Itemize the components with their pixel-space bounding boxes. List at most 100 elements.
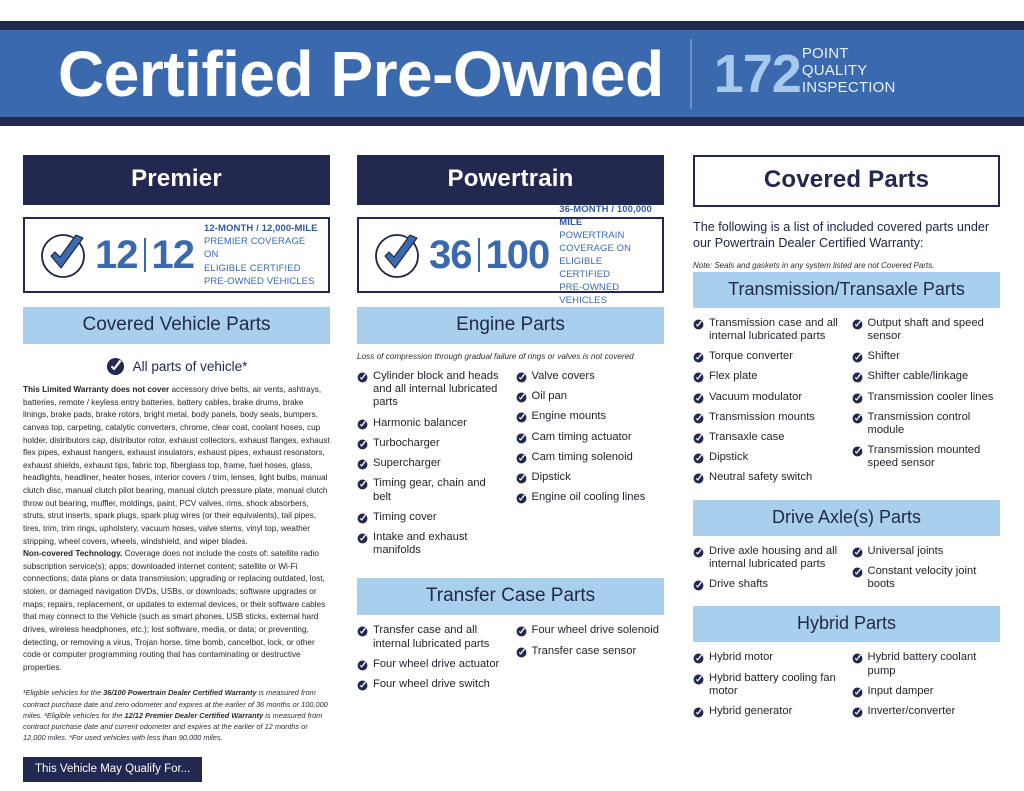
list-item: Output shaft and speed sensor — [852, 317, 1001, 343]
list-item: Intake and exhaust manifolds — [357, 531, 506, 557]
list-item: Dipstick — [693, 451, 842, 464]
page-title: Certified Pre-Owned — [58, 37, 664, 110]
list-item: Supercharger — [357, 457, 506, 470]
hybrid-left-column: Hybrid motor Hybrid battery cooling fan m… — [693, 651, 842, 725]
premier-exclusions-text-2: Coverage does not include the costs of: … — [23, 549, 326, 672]
list-item: Timing cover — [357, 511, 506, 524]
drive-axle-right-column: Universal joints Constant velocity joint … — [852, 545, 1001, 599]
footnote-b-bold: 12/12 Premier Dealer Certified Warranty — [124, 710, 264, 720]
hybrid-right-column: Hybrid battery coolant pump Input damper I… — [852, 651, 1001, 725]
check-icon — [852, 547, 863, 558]
list-item: Transfer case and all internal lubricate… — [357, 624, 506, 650]
check-icon — [357, 513, 368, 524]
list-item-label: Vacuum modulator — [709, 390, 803, 403]
check-icon — [357, 372, 368, 383]
check-icon — [693, 547, 704, 558]
list-item: Cam timing solenoid — [516, 451, 665, 464]
check-icon — [516, 647, 527, 658]
check-icon — [852, 653, 863, 664]
list-item-label: Transmission mounted speed sensor — [867, 444, 981, 470]
list-item: Harmonic balancer — [357, 417, 506, 430]
powertrain-badge-line2: POWERTRAIN COVERAGE ON — [559, 229, 632, 254]
covered-parts-note: Note: Seals and gaskets in any system li… — [693, 260, 935, 270]
check-icon — [516, 392, 527, 403]
list-item: Engine mounts — [516, 410, 665, 423]
list-item-label: Turbocharger — [373, 436, 440, 449]
footnote-a-post: is measured from contract purchase date … — [23, 688, 328, 720]
list-item-label: Transaxle case — [709, 431, 785, 444]
list-item-label: Engine oil cooling lines — [531, 491, 646, 504]
list-item-label: Shifter cable/linkage — [867, 370, 969, 383]
premier-exclusions-bold-2: Non-covered Technology. — [23, 549, 123, 559]
inspection-point-count: 172 — [713, 43, 802, 104]
list-item-label: Engine mounts — [531, 410, 607, 423]
list-item-label: Hybrid battery cooling fan motor — [709, 671, 836, 697]
list-item: Hybrid battery coolant pump — [852, 651, 1001, 677]
list-item-label: Harmonic balancer — [373, 416, 467, 429]
inspection-caption-line1: POINT — [801, 45, 849, 63]
check-icon — [693, 393, 704, 404]
list-item-label: Transfer case and all internal lubricate… — [373, 624, 490, 650]
check-icon — [357, 680, 368, 691]
list-item-label: Neutral safety switch — [709, 471, 813, 484]
list-item: Hybrid motor — [693, 651, 842, 664]
list-item: Transmission control module — [852, 411, 1001, 437]
list-item: Valve covers — [516, 370, 665, 383]
list-item-label: Constant velocity joint boots — [867, 564, 977, 591]
list-item-label: Shifter — [867, 350, 900, 363]
premier-badge-line2: PREMIER COVERAGE ON — [204, 236, 306, 261]
premier-term-miles: 12 — [151, 233, 195, 277]
list-item-label: Dipstick — [531, 471, 571, 484]
list-item-label: Intake and exhaust manifolds — [373, 530, 468, 557]
list-item-label: Hybrid generator — [709, 705, 793, 717]
check-icon — [852, 413, 863, 424]
qualify-button[interactable]: This Vehicle May Qualify For... — [23, 756, 203, 782]
check-icon — [516, 493, 527, 504]
list-item-label: Transmission case and all internal lubri… — [709, 316, 838, 342]
list-item-label: Input damper — [867, 684, 934, 697]
engine-parts-right-column: Valve covers Oil pan Engine mounts Cam timi… — [516, 370, 665, 564]
check-icon — [852, 687, 863, 698]
powertrain-term-numbers: 36 100 — [429, 235, 550, 275]
premier-badge-line1: 12-MONTH / 12,000-MILE — [204, 223, 318, 235]
banner-divider — [689, 38, 692, 109]
check-icon — [852, 707, 863, 718]
powertrain-badge-line1: 36-MONTH / 100,000 MILE — [559, 203, 652, 228]
list-item: Engine oil cooling lines — [516, 491, 665, 504]
footnote-a-bold: 36/100 Powertrain Dealer Certified Warra… — [103, 688, 257, 698]
transfer-case-parts-header: Transfer Case Parts — [357, 578, 664, 616]
covered-vehicle-parts-header: Covered Vehicle Parts — [23, 307, 330, 344]
check-icon — [357, 660, 368, 671]
check-icon — [693, 453, 704, 464]
check-icon — [516, 412, 527, 423]
check-icon — [357, 626, 368, 637]
premier-term-numbers: 12 12 — [95, 233, 195, 277]
list-item: Inverter/converter — [852, 705, 1001, 718]
list-item: Shifter — [852, 350, 1001, 363]
list-item-label: Dipstick — [709, 451, 749, 464]
check-icon — [357, 439, 368, 450]
drive-axle-parts-list: Drive axle housing and all internal lubr… — [693, 545, 1000, 599]
transmission-parts-list: Transmission case and all internal lubri… — [693, 317, 1000, 492]
drive-axle-parts-header: Drive Axle(s) Parts — [693, 499, 1000, 536]
inspection-caption-line2: QUALITY — [801, 62, 868, 80]
transfer-case-parts-list: Transfer case and all internal lubricate… — [357, 624, 664, 698]
check-icon — [693, 413, 704, 424]
inspection-caption-line3: INSPECTION — [801, 78, 896, 96]
list-item: Torque converter — [693, 350, 842, 363]
check-icon — [852, 319, 863, 330]
list-item: Neutral safety switch — [693, 471, 842, 484]
list-item: Input damper — [852, 685, 1001, 698]
drive-axle-left-column: Drive axle housing and all internal lubr… — [693, 545, 842, 599]
check-icon — [852, 567, 863, 578]
check-circle-icon — [39, 229, 91, 281]
premier-badge-line4: PRE-OWNED VEHICLES — [204, 275, 315, 287]
list-item: Universal joints — [852, 545, 1001, 558]
all-parts-label: All parts of vehicle* — [132, 359, 248, 374]
transmission-right-column: Output shaft and speed sensor Shifter Shif… — [852, 317, 1001, 492]
covered-parts-column: Covered Parts The following is a list of… — [693, 155, 1000, 725]
transmission-left-column: Transmission case and all internal lubri… — [693, 317, 842, 492]
list-item: Timing gear, chain and belt — [357, 477, 506, 503]
list-item-label: Output shaft and speed sensor — [867, 316, 984, 342]
list-item: Transfer case sensor — [516, 645, 665, 658]
